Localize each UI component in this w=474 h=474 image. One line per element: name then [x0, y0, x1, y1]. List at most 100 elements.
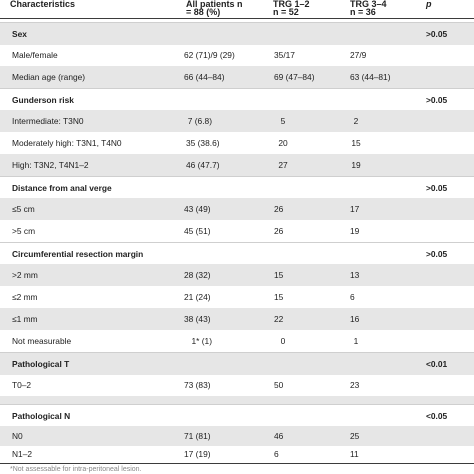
header-trg12-count: n = 52 — [273, 7, 299, 17]
table-row: Not measurable 1* (1) 0 1 — [0, 330, 474, 352]
trg34-value: 2 — [353, 116, 359, 126]
section-label: Pathological N — [12, 411, 71, 421]
section-label: Distance from anal verge — [12, 183, 112, 193]
table-header: Characteristics All patients n = 88 (%) … — [0, 0, 474, 19]
row-label: Intermediate: T3N0 — [12, 116, 84, 126]
p-value: >0.05 — [426, 183, 448, 193]
all-patients-value: 62 (71)/9 (29) — [184, 50, 235, 60]
trg12-value: 0 — [280, 336, 286, 346]
trg12-value: 26 — [274, 204, 284, 214]
section-row-distance: Distance from anal verge >0.05 — [0, 176, 474, 199]
section-label: Pathological T — [12, 359, 70, 369]
table-row: ≤2 mm 21 (24) 15 6 — [0, 286, 474, 308]
row-label: ≤2 mm — [12, 292, 38, 302]
table-row: ≤5 cm 43 (49) 26 17 — [0, 198, 474, 220]
row-label: N0 — [12, 431, 23, 441]
trg34-value: 17 — [350, 204, 360, 214]
table-row: High: T3N2, T4N1–2 46 (47.7) 27 19 — [0, 154, 474, 176]
all-patients-value: 38 (43) — [184, 314, 211, 324]
row-label: N1–2 — [12, 449, 33, 459]
section-label: Circumferential resection margin — [12, 249, 144, 259]
all-patients-value: 28 (32) — [184, 270, 211, 280]
all-patients-value: 21 (24) — [184, 292, 211, 302]
table-footnote: *Not assessable for intra-peritoneal les… — [10, 466, 142, 473]
table-row: ≤1 mm 38 (43) 22 16 — [0, 308, 474, 330]
all-patients-value: 66 (44–84) — [184, 72, 225, 82]
trg12-value: 46 — [274, 431, 284, 441]
trg34-value: 6 — [350, 292, 355, 302]
table-row: Male/female 62 (71)/9 (29) 35/17 27/9 — [0, 44, 474, 66]
table-row: Intermediate: T3N0 7 (6.8) 5 2 — [0, 110, 474, 132]
header-characteristics: Characteristics — [10, 0, 76, 9]
section-label: Gunderson risk — [12, 95, 74, 105]
trg34-value: 27/9 — [350, 50, 367, 60]
header-trg34-count: n = 36 — [350, 7, 376, 17]
trg34-value: 23 — [350, 380, 360, 390]
table-row: Moderately high: T3N1, T4N0 35 (38.6) 20… — [0, 132, 474, 154]
header-all-patients: All patients n — [186, 0, 243, 9]
all-patients-value: 7 (6.8) — [187, 116, 212, 126]
all-patients-value: 43 (49) — [184, 204, 211, 214]
all-patients-value: 45 (51) — [184, 226, 211, 236]
table-row: T0–2 73 (83) 50 23 — [0, 374, 474, 396]
row-label: High: T3N2, T4N1–2 — [12, 160, 89, 170]
row-label: ≤1 mm — [12, 314, 38, 324]
row-label: >2 mm — [12, 270, 38, 280]
p-value: >0.05 — [426, 29, 448, 39]
row-label: ≤5 cm — [12, 204, 35, 214]
section-row-gunderson: Gunderson risk >0.05 — [0, 88, 474, 111]
p-value: >0.05 — [426, 249, 448, 259]
section-row-pathological-n-label: Pathological N <0.05 — [0, 404, 474, 427]
trg34-value: 16 — [350, 314, 360, 324]
trg12-value: 5 — [280, 116, 286, 126]
trg34-value: 11 — [350, 449, 359, 459]
all-patients-value: 46 (47.7) — [186, 160, 220, 170]
trg12-value: 20 — [278, 138, 288, 148]
all-patients-value: 17 (19) — [184, 449, 211, 459]
header-p-value: p — [426, 0, 432, 9]
row-label: Male/female — [12, 50, 58, 60]
row-label: Median age (range) — [12, 72, 86, 82]
section-row-pathological-t: Pathological T <0.01 — [0, 352, 474, 375]
row-label: Not measurable — [12, 336, 72, 346]
header-all-patients-count: = 88 (%) — [186, 7, 221, 17]
header-trg12: TRG 1–2 — [273, 0, 310, 9]
table-row: N1–2 17 (19) 6 11 — [0, 446, 474, 463]
row-label: Moderately high: T3N1, T4N0 — [12, 138, 122, 148]
table-row: Median age (range) 66 (44–84) 69 (47–84)… — [0, 66, 474, 88]
all-patients-value: 73 (83) — [184, 380, 211, 390]
trg34-value: 19 — [350, 226, 360, 236]
p-value: <0.05 — [426, 411, 448, 421]
table-bottom-rule — [0, 463, 474, 464]
table-row: >5 cm 45 (51) 26 19 — [0, 220, 474, 242]
trg34-value: 15 — [351, 138, 361, 148]
trg12-value: 50 — [274, 380, 284, 390]
all-patients-value: 1* (1) — [191, 336, 212, 346]
table-row: N0 71 (81) 46 25 — [0, 426, 474, 446]
trg12-value: 15 — [274, 270, 284, 280]
trg12-value: 22 — [274, 314, 284, 324]
trg34-value: 63 (44–81) — [350, 72, 391, 82]
row-label: >5 cm — [12, 226, 36, 236]
trg12-value: 27 — [278, 160, 288, 170]
trg12-value: 69 (47–84) — [274, 72, 315, 82]
trg34-value: 19 — [351, 160, 361, 170]
trg12-value: 26 — [274, 226, 284, 236]
header-trg34: TRG 3–4 — [350, 0, 387, 9]
section-label: Sex — [12, 29, 27, 39]
table-row: >2 mm 28 (32) 15 13 — [0, 264, 474, 286]
trg12-value: 6 — [274, 449, 279, 459]
section-row-sex: Sex >0.05 — [0, 22, 474, 45]
section-row-crm: Circumferential resection margin >0.05 — [0, 242, 474, 265]
p-value: >0.05 — [426, 95, 448, 105]
p-value: <0.01 — [426, 359, 448, 369]
all-patients-value: 71 (81) — [184, 431, 211, 441]
trg12-value: 35/17 — [274, 50, 295, 60]
trg34-value: 13 — [350, 270, 360, 280]
trg34-value: 25 — [350, 431, 360, 441]
row-label: T0–2 — [12, 380, 32, 390]
trg34-value: 1 — [353, 336, 359, 346]
trg12-value: 15 — [274, 292, 284, 302]
all-patients-value: 35 (38.6) — [186, 138, 220, 148]
